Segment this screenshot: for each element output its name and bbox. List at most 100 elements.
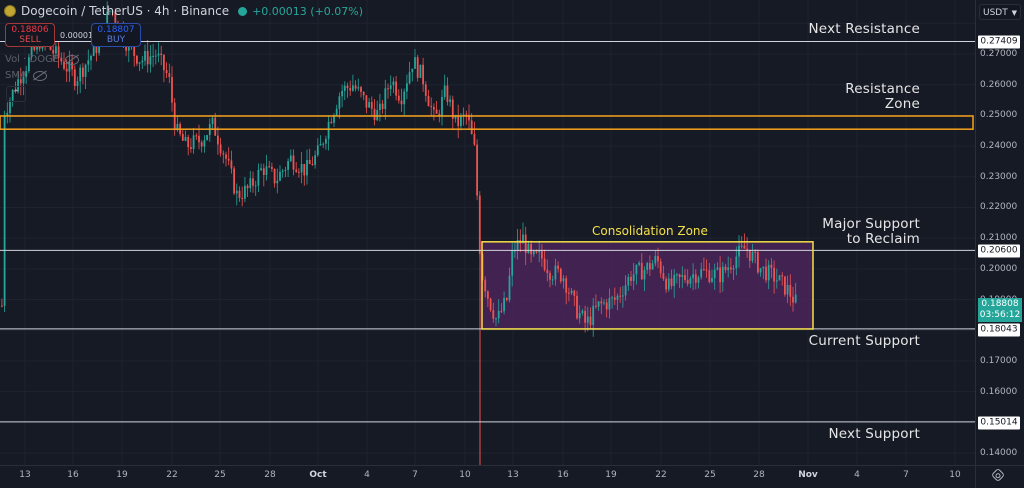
settings-corner[interactable] (975, 465, 1024, 488)
settings-gear-icon[interactable] (990, 467, 1006, 483)
time-tick: 13 (19, 470, 31, 480)
candle-down (19, 79, 22, 84)
candle-up (786, 285, 789, 295)
price-tick: 0.17000 (980, 355, 1018, 366)
candle-up (22, 77, 25, 84)
candle-down (354, 85, 357, 89)
candle-up (260, 168, 262, 170)
candle-up (357, 87, 360, 89)
volume-indicator-label: Vol · DOGE (5, 54, 60, 65)
candle-down (530, 244, 532, 255)
price-label-current-support: 0.18043 (978, 323, 1020, 337)
candle-up (692, 274, 694, 279)
candle-down (524, 234, 527, 254)
candle-up (603, 302, 605, 304)
candle-up (735, 256, 738, 269)
candle-down (757, 252, 759, 273)
symbol-title[interactable]: Dogecoin / TetherUS · 4h · Binance (21, 4, 230, 18)
buy-label: BUY (106, 35, 126, 45)
time-tick: 10 (459, 470, 471, 480)
candle-up (581, 310, 584, 314)
candle-down (346, 85, 349, 89)
candle-up (673, 274, 676, 286)
price-tick: 0.26000 (980, 79, 1018, 90)
currency-value: USDT (983, 8, 1008, 18)
candle-down (724, 266, 727, 271)
candle-down (476, 144, 478, 196)
candle-up (92, 43, 95, 56)
candle-up (79, 67, 82, 82)
price-axis[interactable]: 0.27000 0.26000 0.25000 0.24000 0.23000 0.220… (975, 0, 1024, 465)
candle-down (543, 258, 546, 270)
candle-down (500, 310, 503, 312)
candle-down (387, 88, 389, 90)
candle-up (144, 50, 146, 61)
candle-down (136, 55, 138, 64)
price-label-major-support: 0.20600 (978, 244, 1020, 258)
candle-up (562, 278, 565, 282)
chart-pane[interactable]: Dogecoin / TetherUS · 4h · Binance +0.00… (0, 0, 975, 465)
time-tick: 7 (903, 470, 909, 480)
candle-down (559, 268, 562, 282)
candle-up (592, 305, 595, 325)
candle-down (262, 168, 265, 176)
candlestick-plot (0, 0, 975, 465)
candle-down (468, 114, 470, 121)
candle-down (381, 103, 384, 110)
candle-up (503, 297, 505, 312)
time-axis[interactable]: 13 16 19 22 25 28 Oct 4 7 10 13 16 19 22 25 28 Nov 4 7 10 (0, 465, 975, 488)
candle-down (373, 108, 376, 121)
candle-up (25, 71, 28, 78)
eye-hidden-icon[interactable] (65, 54, 80, 65)
chevron-down-icon: ▼ (1011, 9, 1017, 17)
candle-up (646, 263, 649, 270)
candle-down (416, 57, 419, 78)
buy-button[interactable]: 0.18807 BUY (91, 23, 141, 47)
candle-up (778, 275, 781, 281)
candle-down (686, 280, 689, 284)
candle-down (595, 305, 597, 307)
currency-select[interactable]: USDT ▼ (979, 4, 1021, 20)
candle-down (549, 273, 551, 280)
time-tick: 19 (116, 470, 128, 480)
candle-down (214, 117, 217, 136)
price-tick: 0.14000 (980, 447, 1018, 458)
time-tick: 13 (507, 470, 519, 480)
candle-down (541, 250, 543, 259)
sell-button[interactable]: 0.18806 SELL (5, 23, 55, 47)
candle-up (284, 169, 287, 171)
candle-down (659, 261, 662, 274)
candle-down (427, 95, 430, 107)
candle-down (430, 106, 433, 108)
candle-down (746, 248, 748, 250)
volume-indicator[interactable]: Vol · DOGE (5, 54, 80, 65)
candle-down (168, 73, 171, 77)
candle-down (792, 296, 794, 303)
candle-up (109, 10, 111, 12)
resistance-zone-box (0, 115, 974, 130)
candle-down (349, 88, 352, 91)
candle-up (314, 155, 316, 165)
candle-up (527, 244, 530, 254)
candle-up (325, 138, 327, 144)
candle-up (327, 121, 330, 139)
time-tick: 25 (214, 470, 226, 480)
candle-up (389, 85, 392, 90)
candle-up (616, 295, 619, 300)
candle-down (465, 114, 468, 116)
candle-down (111, 10, 114, 12)
sma-indicator[interactable]: SMA (5, 70, 47, 81)
collapse-indicators-button[interactable]: ⌃ (6, 86, 26, 102)
candle-down (773, 267, 775, 282)
price-tick: 0.24000 (980, 141, 1018, 152)
price-label-next-resistance: 0.27409 (978, 35, 1020, 49)
candle-up (368, 101, 370, 108)
candle-down (557, 265, 559, 269)
candle-up (265, 166, 268, 176)
candle-up (333, 115, 335, 123)
candle-down (57, 46, 60, 58)
candle-up (551, 279, 554, 281)
candle-down (589, 316, 592, 325)
candle-up (627, 276, 630, 286)
eye-hidden-icon[interactable] (32, 70, 47, 81)
